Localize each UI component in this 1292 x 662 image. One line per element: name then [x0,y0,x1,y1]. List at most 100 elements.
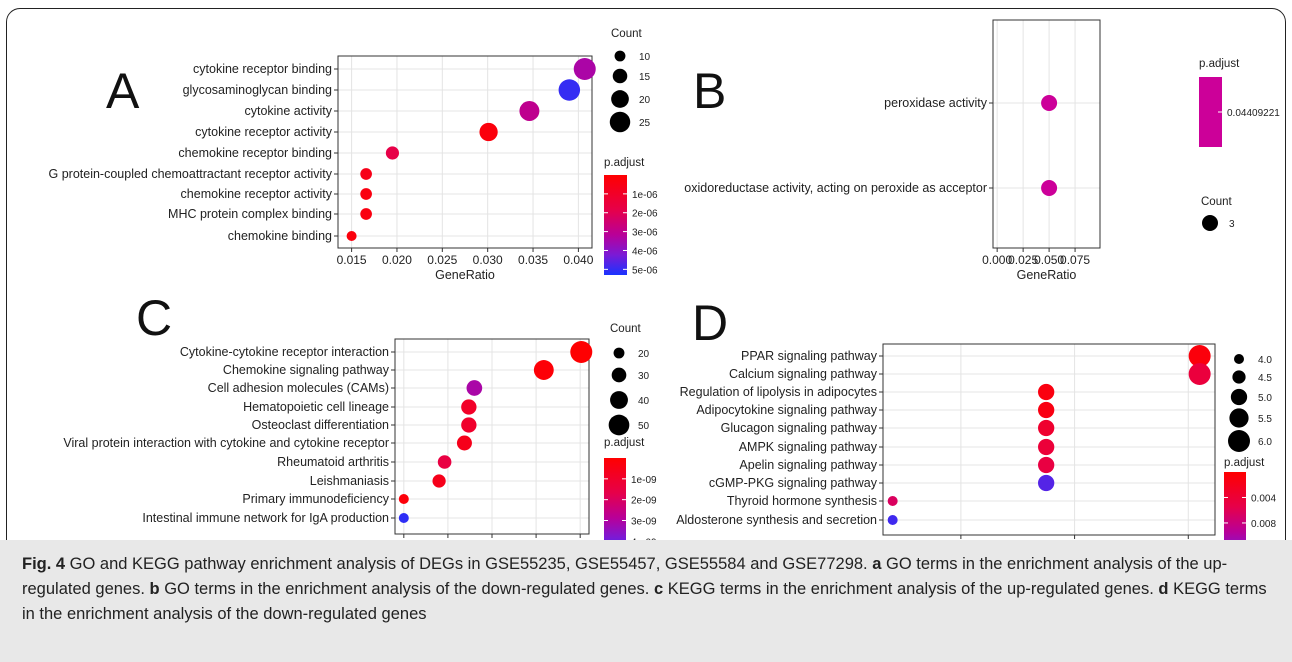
y-term-label: peroxidase activity [884,96,988,110]
data-point [398,513,409,523]
y-term-label: chemokine binding [228,229,332,243]
x-axis-title: GeneRatio [435,268,495,282]
data-point [1038,383,1055,401]
color-legend-title: p.adjust [604,437,645,449]
x-tick-label: 0.030 [473,253,503,267]
data-point [479,122,498,142]
figure-canvas: A 0.015 0.020 0.025 0.030 0.035 0.040 GeneRatio… [49,19,1280,540]
data-point [346,231,357,241]
color-legend-label: 1e-06 [632,190,658,201]
data-point [456,435,472,451]
y-term-label: Adipocytokine signaling pathway [696,403,877,417]
y-term-label: Rheumatoid arthritis [277,455,389,469]
size-legend-label: 20 [639,95,651,106]
y-term-label: Viral protein interaction with cytokine … [63,436,389,450]
size-legend-dot [609,111,631,133]
panel-letter-d: D [692,295,728,351]
data-point [533,360,554,380]
y-term-label: Thyroid hormone synthesis [727,494,877,508]
size-legend-dot [1229,408,1249,428]
y-term-label: Intestinal immune network for IgA produc… [142,511,389,525]
x-tick-label: 0.08 [480,539,504,540]
panel-a: A 0.015 0.020 0.025 0.030 0.035 0.040 GeneRatio… [49,28,658,282]
caption-label: Fig. 4 [22,555,66,573]
y-term-label: Chemokine signaling pathway [223,363,390,377]
size-legend-dot [613,347,625,359]
color-legend-label: 4e-09 [631,537,657,540]
color-legend-title: p.adjust [1224,457,1265,469]
color-legend-label: 5e-06 [632,265,658,276]
size-legend-dot [608,414,630,436]
data-point [398,494,409,504]
color-legend-bar [604,175,627,275]
size-legend-label: 20 [638,349,650,360]
y-term-label: Cell adhesion molecules (CAMs) [208,381,389,395]
size-legend-dot [1228,430,1250,452]
data-point [461,417,477,433]
y-term-label: cytokine receptor binding [193,62,332,76]
panel-d: D0.120.140.16GeneRatioPPAR signaling pat… [676,295,1276,540]
panel-c: C0.040.060.080.100.12GeneRatioCytokine-c… [63,290,657,540]
plot-area [992,19,1101,249]
color-legend-label: 0.04409221 [1227,108,1280,119]
y-term-label: chemokine receptor binding [178,146,332,160]
size-legend-label: 25 [639,118,651,129]
size-legend-label: 3 [1229,219,1235,230]
y-term-label: cGMP-PKG signaling pathway [709,476,878,490]
y-term-label: cytokine activity [244,104,332,118]
color-legend-label: 1e-09 [631,475,657,486]
panel-letter-b: B [693,63,726,119]
data-point [466,380,483,396]
size-legend-dot [610,391,628,409]
data-point [360,168,372,180]
size-legend-dot [1202,215,1218,231]
x-axis-title: GeneRatio [1017,268,1077,282]
data-point [519,101,540,121]
size-legend-label: 15 [639,72,651,83]
y-term-label: G protein-coupled chemoattractant recept… [49,167,333,181]
color-legend-label: 3e-09 [631,517,657,528]
figure-caption: Fig. 4 GO and KEGG pathway enrichment an… [22,552,1278,627]
size-legend-label: 5.5 [1258,414,1272,425]
y-term-label: oxidoreductase activity, acting on perox… [684,181,987,195]
plot-area [337,55,593,249]
color-legend-bar [1199,77,1222,147]
y-term-label: Apelin signaling pathway [739,458,877,472]
data-point [887,496,898,506]
x-tick-label: 0.06 [436,539,460,540]
x-tick-label: 0.12 [569,539,593,540]
plot-border [882,343,1216,536]
x-tick-label: 0.040 [563,253,593,267]
panel-letter-a: A [106,63,140,119]
data-point [1038,474,1055,492]
y-term-label: Regulation of lipolysis in adipocytes [680,385,877,399]
y-term-label: Osteoclast differentiation [252,418,389,432]
color-legend-label: 0.008 [1251,519,1276,530]
data-point [360,208,372,220]
size-legend-label: 10 [639,52,651,63]
size-legend-dot [1232,370,1246,384]
data-point [570,341,593,363]
size-legend-dot [611,367,627,383]
caption-part-a-letter: a [872,555,882,573]
data-point [1038,456,1055,474]
y-term-label: cytokine receptor activity [195,125,333,139]
x-tick-label: 0.025 [1008,253,1038,267]
y-term-label: glycosaminoglycan binding [183,83,332,97]
data-point [360,188,372,200]
y-term-label: Hematopoietic cell lineage [243,400,389,414]
size-legend-title: Count [610,323,641,335]
size-legend-label: 30 [638,371,650,382]
caption-part-c-text: KEGG terms in the enrichment analysis of… [663,580,1159,598]
color-legend-bar [1224,472,1246,540]
size-legend-dot [611,90,629,108]
y-term-label: chemokine receptor activity [181,187,333,201]
color-legend-label: 3e-06 [632,228,658,239]
color-legend-label: 2e-09 [631,496,657,507]
size-legend-title: Count [1201,196,1232,208]
plot-border [992,19,1101,249]
x-tick-label: 0.035 [518,253,548,267]
color-legend-title: p.adjust [1199,58,1240,70]
caption-part-d-letter: d [1158,580,1169,598]
size-legend-label: 4.0 [1258,355,1272,366]
